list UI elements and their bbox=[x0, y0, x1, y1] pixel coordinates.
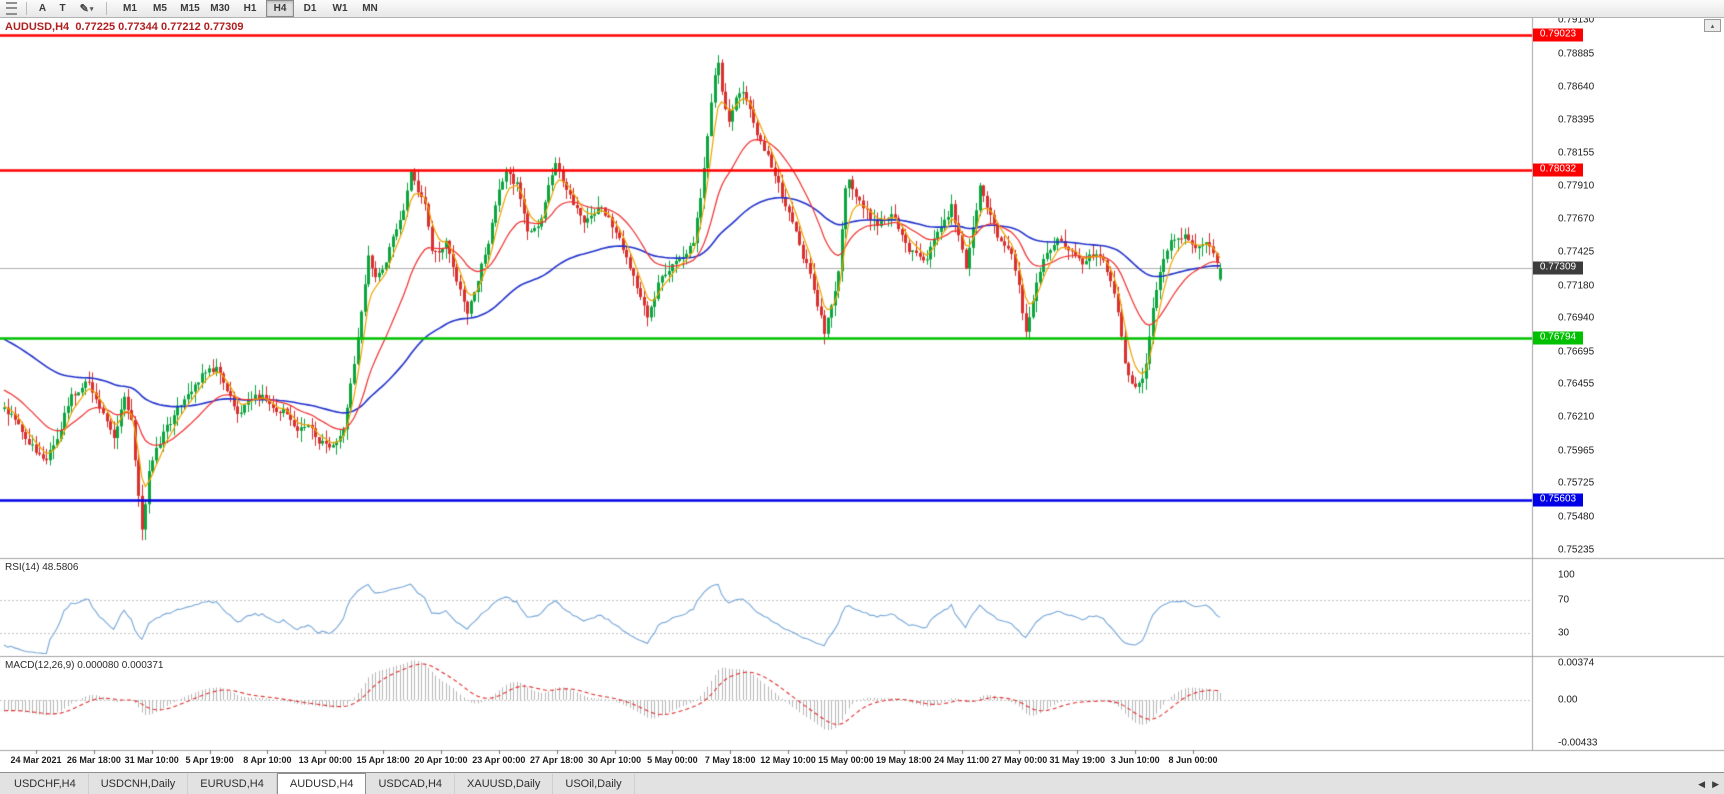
date-axis-label: 31 May 19:00 bbox=[1049, 755, 1106, 765]
tabs-scroll-right-button[interactable]: ▶ bbox=[1712, 778, 1719, 789]
date-axis-label: 27 Apr 18:00 bbox=[530, 755, 584, 765]
price-axis-label: 0.77670 bbox=[1558, 213, 1595, 225]
timeframe-button-m5[interactable]: M5 bbox=[153, 3, 167, 14]
top-toolbar: A T ✎ ▾ M1 M5 M15 M30 H1 H4 D1 W1 MN bbox=[0, 0, 1724, 18]
date-axis-label: 20 Apr 10:00 bbox=[414, 755, 468, 765]
timeframe-button-m1[interactable]: M1 bbox=[123, 3, 137, 14]
price-axis-label: 0.76940 bbox=[1558, 312, 1595, 324]
timeframe-button-h1[interactable]: H1 bbox=[243, 3, 257, 14]
chart-tab-eurusd[interactable]: EURUSD,H4 bbox=[188, 774, 277, 794]
price-axis-label: 0.79130 bbox=[1558, 18, 1595, 26]
date-axis-label: 3 Jun 10:00 bbox=[1110, 755, 1160, 765]
date-axis-label: 30 Apr 10:00 bbox=[587, 755, 642, 765]
toolbar-separator bbox=[106, 2, 107, 15]
timeframe-button-d1[interactable]: D1 bbox=[303, 3, 317, 14]
pencil-icon: ✎ bbox=[79, 3, 89, 15]
rsi-axis-label: 30 bbox=[1558, 627, 1570, 639]
price-axis-label: 0.75235 bbox=[1558, 544, 1595, 556]
chart-tab-xauusd[interactable]: XAUUSD,Daily bbox=[455, 774, 554, 794]
chart-ohlc-readout: 0.77225 0.77344 0.77212 0.77309 bbox=[75, 21, 244, 33]
price-axis-label: 0.75725 bbox=[1558, 477, 1595, 489]
timeframe-button-group: M1 M5 M15 M30 H1 H4 D1 W1 MN bbox=[116, 0, 384, 17]
timeframe-button-h4[interactable]: H4 bbox=[266, 0, 294, 17]
date-axis-label: 23 Apr 00:00 bbox=[472, 755, 526, 765]
macd-indicator-label: MACD(12,26,9) 0.000080 0.000371 bbox=[5, 660, 164, 671]
rsi-axis-label: 100 bbox=[1558, 569, 1575, 581]
price-axis-label: 0.76695 bbox=[1558, 346, 1595, 357]
date-axis-label: 7 May 18:00 bbox=[704, 755, 756, 765]
chart-tabs: USDCHF,H4 USDCNH,Daily EURUSD,H4 AUDUSD,H4 U… bbox=[2, 773, 635, 794]
date-axis-label: 8 Jun 00:00 bbox=[1168, 755, 1218, 765]
price-line-badge: 0.79023 bbox=[1533, 28, 1583, 42]
price-axis-label: 0.78155 bbox=[1558, 147, 1595, 159]
date-axis-label: 5 May 00:00 bbox=[647, 755, 698, 765]
chart-symbol-label: AUDUSD,H4 bbox=[5, 21, 70, 33]
date-axis-label: 15 Apr 18:00 bbox=[356, 755, 410, 765]
toolbar-grip-icon[interactable] bbox=[6, 2, 17, 15]
price-line-badge: 0.78032 bbox=[1533, 163, 1583, 177]
price-axis-label: 0.78395 bbox=[1558, 114, 1595, 126]
timeframe-button-m15[interactable]: M15 bbox=[180, 3, 200, 14]
date-axis-label: 24 May 11:00 bbox=[934, 755, 990, 765]
timeframe-button-m30[interactable]: M30 bbox=[210, 3, 230, 14]
date-axis-label: 26 Mar 18:00 bbox=[66, 755, 121, 765]
chart-tabs-bar: USDCHF,H4 USDCNH,Daily EURUSD,H4 AUDUSD,H4 U… bbox=[0, 772, 1724, 794]
chart-tab-usdcnh[interactable]: USDCNH,Daily bbox=[89, 774, 189, 794]
chevron-down-icon: ▾ bbox=[89, 5, 94, 13]
text-tool-t-button[interactable]: T bbox=[54, 1, 71, 16]
tabs-scroll-left-button[interactable]: ◀ bbox=[1698, 778, 1706, 789]
candlestick-chart-canvas[interactable] bbox=[0, 18, 1724, 772]
chart-tab-audusd[interactable]: AUDUSD,H4 bbox=[276, 773, 367, 794]
toolbar-separator bbox=[26, 2, 27, 15]
price-axis-label: 0.76455 bbox=[1558, 378, 1595, 390]
draw-pencil-button[interactable]: ✎ ▾ bbox=[74, 0, 99, 17]
date-axis-label: 13 Apr 00:00 bbox=[298, 755, 352, 765]
date-axis-label: 19 May 18:00 bbox=[875, 755, 932, 765]
date-axis-label: 27 May 00:00 bbox=[991, 755, 1048, 765]
date-axis-label: 31 Mar 10:00 bbox=[124, 755, 179, 765]
chart-tab-usdcad[interactable]: USDCAD,H4 bbox=[366, 774, 456, 794]
tab-scroll-buttons: ◀ ▶ bbox=[1698, 773, 1719, 794]
macd-axis-label: 0.00 bbox=[1558, 694, 1578, 706]
date-axis-label: 8 Apr 10:00 bbox=[243, 755, 292, 765]
date-axis-label: 5 Apr 19:00 bbox=[185, 755, 234, 765]
chart-scroll-up-button[interactable]: ▴ bbox=[1704, 19, 1721, 32]
price-line-badge: 0.75603 bbox=[1533, 493, 1583, 507]
current-price-badge: 0.77309 bbox=[1533, 261, 1583, 275]
price-axis-label: 0.75480 bbox=[1558, 511, 1595, 523]
price-axis-label: 0.78640 bbox=[1558, 81, 1595, 93]
date-axis-label: 12 May 10:00 bbox=[760, 755, 816, 765]
price-axis-label: 0.78885 bbox=[1558, 48, 1595, 60]
chart-title: AUDUSD,H4 0.77225 0.77344 0.77212 0.7730… bbox=[5, 21, 244, 33]
macd-axis-label: -0.00433 bbox=[1558, 737, 1598, 749]
price-line-badge: 0.76794 bbox=[1533, 331, 1583, 345]
price-axis-label: 0.76210 bbox=[1558, 411, 1595, 423]
rsi-indicator-label: RSI(14) 48.5806 bbox=[5, 562, 79, 573]
price-axis-label: 0.77910 bbox=[1558, 180, 1595, 192]
text-tool-a-button[interactable]: A bbox=[34, 1, 51, 16]
chart-area: AUDUSD,H4 0.77225 0.77344 0.77212 0.7730… bbox=[0, 18, 1724, 772]
date-axis-label: 24 Mar 2021 bbox=[10, 755, 62, 765]
date-axis-label: 15 May 00:00 bbox=[818, 755, 874, 765]
timeframe-button-mn[interactable]: MN bbox=[362, 3, 378, 14]
chart-tab-usoil[interactable]: USOil,Daily bbox=[553, 774, 635, 794]
timeframe-button-w1[interactable]: W1 bbox=[332, 3, 348, 14]
rsi-axis-label: 70 bbox=[1558, 594, 1570, 606]
chart-tab-usdchf[interactable]: USDCHF,H4 bbox=[2, 774, 89, 794]
price-axis-label: 0.77180 bbox=[1558, 280, 1595, 292]
macd-axis-label: 0.00374 bbox=[1558, 657, 1595, 669]
price-axis-label: 0.77425 bbox=[1558, 246, 1595, 258]
price-axis-label: 0.75965 bbox=[1558, 445, 1595, 457]
